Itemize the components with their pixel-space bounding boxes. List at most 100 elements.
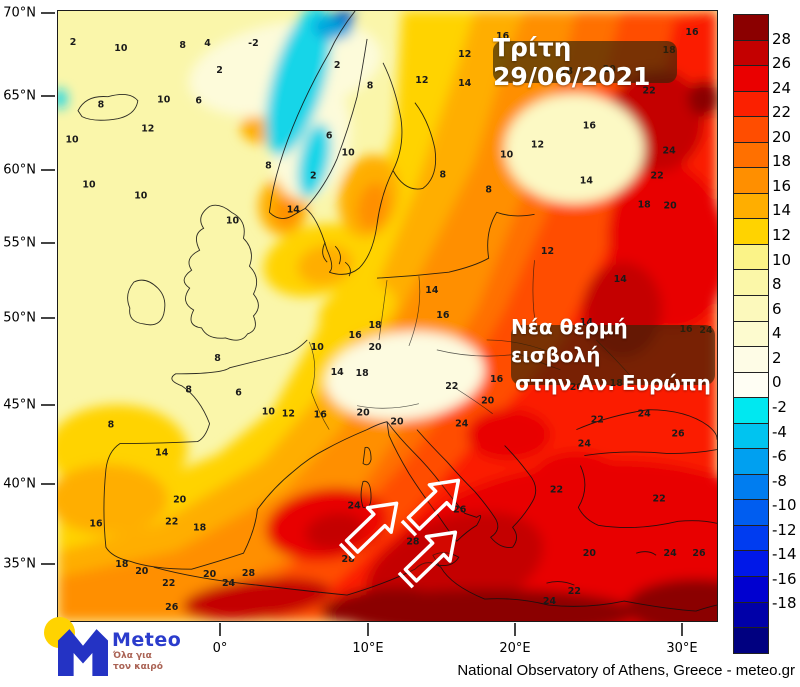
colorbar-cell bbox=[734, 576, 768, 602]
colorbar-cell bbox=[734, 524, 768, 551]
contour-value-label: 22 bbox=[651, 170, 664, 181]
contour-value-label: 14 bbox=[580, 317, 594, 328]
latitude-label: 40°N bbox=[3, 476, 36, 492]
contour-value-label: 24 bbox=[662, 146, 676, 157]
contour-value-label: 8 bbox=[485, 184, 492, 195]
colorbar-value-label: -10 bbox=[772, 496, 797, 515]
temperature-region bbox=[504, 93, 645, 204]
contour-value-label: 10 bbox=[262, 407, 276, 418]
contour-value-label: 20 bbox=[357, 408, 371, 419]
contour-value-label: 24 bbox=[663, 548, 677, 559]
colorbar-value-label: 24 bbox=[772, 78, 792, 97]
temperature-region bbox=[333, 11, 356, 23]
crete-coast bbox=[546, 581, 575, 586]
date-text: Τρίτη 29/06/2021 bbox=[493, 33, 651, 91]
map-frame: 2 10 8 4 2 -2 2 8 8 10 12 6 10 10 10 8 2 14 10 6 10 16 12 14 12 1… bbox=[57, 10, 718, 622]
sicily-coast bbox=[432, 552, 460, 566]
contour-value-label: 10 bbox=[65, 135, 79, 146]
heat-arrows bbox=[338, 478, 461, 589]
temperature-region bbox=[297, 244, 353, 286]
longitude-tick bbox=[681, 623, 683, 636]
meteo-logo: Meteo Όλα για τον καιρό bbox=[40, 612, 210, 687]
logo-tagline-line1: Όλα για bbox=[113, 651, 152, 661]
logo-tagline-line2: τον καιρό bbox=[113, 662, 163, 673]
balkan-greece-coast bbox=[416, 429, 537, 548]
contour-value-label: 16 bbox=[89, 518, 103, 529]
temperature-region bbox=[688, 80, 717, 117]
colorbar-cell bbox=[734, 269, 768, 296]
contour-value-label: 18 bbox=[115, 559, 128, 570]
colorbar-value-label: 4 bbox=[772, 324, 782, 343]
temperature-region bbox=[531, 451, 622, 508]
contour-value-label: 20 bbox=[481, 396, 495, 407]
contour-value-label: 12 bbox=[415, 75, 428, 86]
temperature-region bbox=[357, 182, 389, 230]
contour-value-label: 22 bbox=[550, 484, 563, 495]
contour-value-label: 20 bbox=[583, 548, 597, 559]
contour-value-label: 28 bbox=[342, 554, 355, 565]
logo-wordmark: Meteo bbox=[112, 629, 182, 651]
temperature-colorbar bbox=[733, 14, 769, 654]
temperature-region bbox=[58, 88, 68, 109]
contour-value-label: 22 bbox=[165, 516, 178, 527]
contour-value-label: -2 bbox=[248, 38, 259, 49]
longitude-label: 0° bbox=[212, 641, 228, 656]
contour-value-label: 10 bbox=[114, 43, 128, 54]
italy-coast bbox=[386, 421, 482, 542]
colorbar-value-label: -18 bbox=[772, 594, 797, 613]
temperature-region bbox=[305, 513, 365, 550]
contour-value-label: 8 bbox=[108, 420, 115, 431]
colorbar-cell bbox=[734, 627, 768, 653]
contour-value-label: 14 bbox=[331, 367, 345, 378]
ireland-coast bbox=[127, 279, 166, 326]
sweden-baltic-coast bbox=[329, 62, 403, 275]
contour-value-label: 8 bbox=[185, 385, 192, 396]
contour-value-label: 22 bbox=[568, 586, 581, 597]
longitude-label: 10°E bbox=[352, 641, 384, 656]
longitude-label: 30°E bbox=[666, 641, 698, 656]
colorbar-value-label: 16 bbox=[772, 176, 792, 195]
colorbar-value-label: 28 bbox=[772, 29, 792, 48]
logo-tagline: Όλα για τον καιρό bbox=[113, 651, 163, 674]
colorbar-cell bbox=[734, 371, 768, 398]
contour-value-label: 22 bbox=[162, 578, 175, 589]
longitude-label: 20°E bbox=[499, 641, 531, 656]
contour-value-label: 18 bbox=[638, 199, 651, 210]
contour-value-label: 8 bbox=[98, 100, 105, 111]
scandinavia-inland bbox=[304, 38, 368, 209]
iceland-coast bbox=[77, 94, 139, 121]
annotation-line1: Νέα θερμή εισβολή bbox=[511, 315, 628, 367]
colorbar-value-label: 14 bbox=[772, 201, 792, 220]
contour-value-label: 10 bbox=[342, 148, 356, 159]
latitude-label: 55°N bbox=[3, 235, 36, 251]
contour-value-label: 2 bbox=[334, 60, 341, 71]
colorbar-value-label: 12 bbox=[772, 226, 792, 245]
contour-value-label: 18 bbox=[193, 522, 206, 533]
colorbar-cell bbox=[734, 320, 768, 347]
colorbar-value-label: 0 bbox=[772, 373, 782, 392]
contour-value-label: 8 bbox=[367, 81, 374, 92]
contour-value-label: 10 bbox=[311, 342, 325, 353]
latitude-tick bbox=[41, 12, 55, 14]
contour-value-label: 22 bbox=[445, 381, 458, 392]
contour-value-label: 6 bbox=[195, 96, 202, 107]
contour-value-label: 28 bbox=[242, 568, 255, 579]
temperature-region bbox=[265, 11, 332, 156]
colorbar-value-label: -14 bbox=[772, 545, 797, 564]
contour-value-label: 22 bbox=[653, 493, 666, 504]
colorbar-value-label: 20 bbox=[772, 127, 792, 146]
contour-value-label: 20 bbox=[368, 342, 382, 353]
contour-value-label: 24 bbox=[543, 596, 557, 607]
colorbar-cell bbox=[734, 90, 768, 117]
north-africa-coast bbox=[153, 562, 717, 612]
latitude-label: 35°N bbox=[3, 556, 36, 572]
contour-value-label: 14 bbox=[458, 78, 472, 89]
temperature-field bbox=[58, 11, 717, 621]
denmark-coast bbox=[322, 242, 351, 277]
contour-value-label: 14 bbox=[580, 175, 594, 186]
arrow-icon bbox=[400, 478, 461, 537]
temperature-region bbox=[297, 123, 331, 198]
attribution-text: National Observatory of Athens, Greece -… bbox=[457, 662, 795, 679]
temperature-region bbox=[318, 282, 396, 338]
